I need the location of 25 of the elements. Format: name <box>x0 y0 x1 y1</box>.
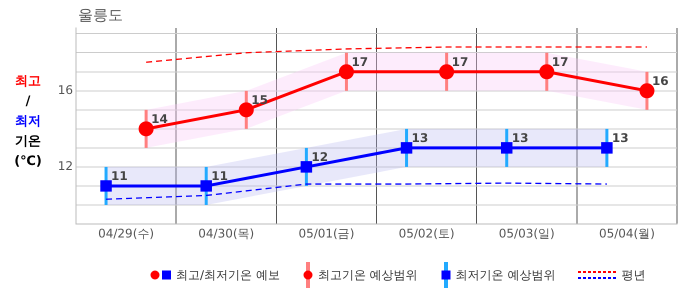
chart-title: 울릉도 <box>78 6 123 25</box>
data-label: 11 <box>111 169 128 184</box>
data-label: 17 <box>552 54 568 69</box>
x-tick-label: 05/04(월) <box>598 226 655 240</box>
text: 최저기온 예상범위 <box>456 266 556 284</box>
x-tick-label: 04/30(목) <box>198 226 254 240</box>
text: 최고/최저기온 예보 <box>176 266 280 284</box>
data-label: 13 <box>612 131 629 146</box>
line-series <box>105 182 608 200</box>
data-label: 17 <box>452 54 468 69</box>
data-label: 16 <box>652 74 669 88</box>
x-tick-label: 05/02(토) <box>398 226 455 240</box>
text: 평년 <box>622 266 646 284</box>
data-label: 14 <box>151 112 168 126</box>
y-axis-title: 최고/최저 기온 (℃) <box>13 73 43 171</box>
text: 최고기온 예상범위 <box>318 266 418 284</box>
data-label: 13 <box>412 131 428 146</box>
x-tick-label: 05/03(일) <box>498 226 555 240</box>
data-label: 12 <box>311 150 328 164</box>
data-label: 17 <box>351 54 368 69</box>
x-tick-label: 05/01(금) <box>298 226 354 240</box>
x-tick-label: 04/29(수) <box>98 226 154 240</box>
data-label: 15 <box>251 92 268 107</box>
data-label: 11 <box>211 169 228 184</box>
data-label: 13 <box>512 131 528 146</box>
